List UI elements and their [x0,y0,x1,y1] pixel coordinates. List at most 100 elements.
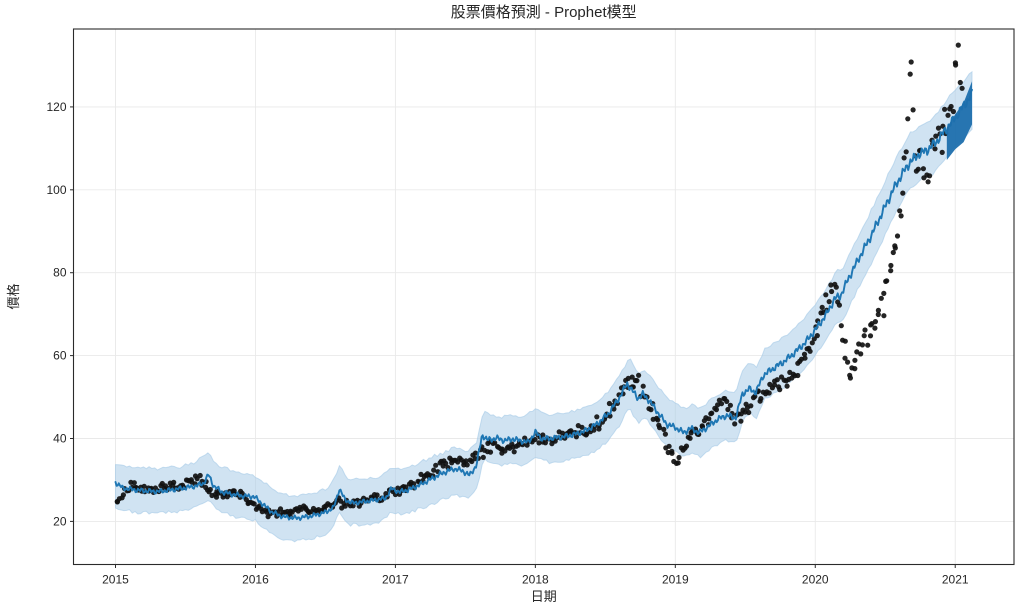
actual-data-point [718,401,725,407]
actual-data-point [648,407,654,413]
actual-data-point [852,357,858,363]
actual-data-point [907,71,913,77]
actual-data-point [854,349,860,355]
actual-data-point [443,460,449,466]
actual-data-point [464,462,470,468]
actual-data-point [411,481,417,487]
actual-data-point [636,372,642,378]
x-axis-label: 日期 [531,589,557,604]
actual-data-point [706,416,712,422]
actual-data-point [847,375,854,381]
actual-data-point [861,333,867,339]
actual-data-point [472,450,479,456]
actual-data-point [675,460,681,466]
actual-data-point [852,366,858,372]
actual-data-point [777,387,783,393]
actual-data-point [905,116,911,122]
y-axis-ticks: 20 40 60 80 100 120 [46,100,74,528]
actual-data-point [845,359,851,365]
actual-data-point [842,355,848,361]
actual-data-point [669,450,675,456]
actual-data-point [463,458,469,464]
actual-data-point [666,443,672,449]
actual-data-point [802,355,808,361]
actual-data-point [903,149,909,155]
actual-data-point [662,431,669,437]
actual-data-point [784,383,790,389]
actual-data-point [766,390,772,396]
actual-data-point [715,402,721,408]
actual-data-point [640,383,646,389]
future-forecast-segment [946,81,973,160]
actual-data-point [897,208,903,214]
actual-data-point [925,179,931,185]
actual-data-point [881,313,887,319]
actual-data-point [746,409,752,416]
actual-data-point [888,268,894,274]
actual-data-point [342,503,348,509]
actual-data-point [738,418,744,424]
actual-data-point [838,323,844,329]
actual-data-point [584,431,590,437]
plot-border [72,28,1015,566]
actual-data-point [532,436,538,443]
actual-data-point [655,417,661,423]
actual-data-point [898,213,904,219]
actual-data-point [657,425,663,431]
actual-data-point [511,449,517,455]
actual-data-point [795,372,801,379]
actual-data-point [807,348,813,354]
actual-data-point [823,292,829,298]
x-axis-ticks: 2015 2016 2017 2018 2019 2020 2021 [102,564,969,587]
actual-data-point [814,333,820,339]
uncertainty-band [114,70,973,543]
actual-data-point [894,233,901,239]
y-tick-label: 20 [53,514,67,528]
x-tick-label: 2015 [102,573,129,587]
actual-data-point [492,440,498,446]
actual-data-point [953,62,959,68]
actual-data-point [950,108,957,115]
actual-data-point [120,492,126,498]
actual-data-point [724,398,730,404]
actual-data-point [935,125,942,131]
actual-data-point [892,243,898,249]
actual-data-point [709,410,715,416]
actual-data-point [957,79,963,86]
actual-data-point [862,327,868,333]
forecast-line [114,88,973,522]
actual-data-point [942,106,948,112]
actual-data-point [878,295,884,301]
actual-data-point [634,378,640,384]
actual-data-point [890,249,896,256]
actual-data-point [713,407,720,413]
actual-data-point [915,166,921,172]
actual-data-point [836,302,843,308]
actual-data-point [859,342,866,348]
actual-data-point [939,149,945,155]
actual-data-point [433,462,439,468]
y-tick-label: 40 [53,432,67,446]
actual-data-point [403,484,409,490]
actual-data-point [774,377,780,383]
axes-spines [72,28,1015,566]
actual-data-point [725,406,731,413]
actual-data-point [579,424,585,430]
actual-data-point [955,42,961,48]
actual-data-point [207,486,213,493]
actual-data-point [629,374,635,380]
forecast-yhat-path [114,88,973,522]
actual-data-point [829,288,835,295]
actual-data-point [833,284,839,290]
actual-data-point [683,443,690,449]
future-forecast-area [946,81,973,160]
actual-data-point [676,454,682,461]
actual-data-point [819,304,825,310]
actual-data-point [771,382,778,388]
chart-title: 股票價格預測 - Prophet模型 [451,4,637,21]
actual-data-point [542,440,549,446]
actual-data-point [875,311,881,318]
actual-data-point [828,282,834,288]
x-tick-label: 2016 [242,573,269,587]
